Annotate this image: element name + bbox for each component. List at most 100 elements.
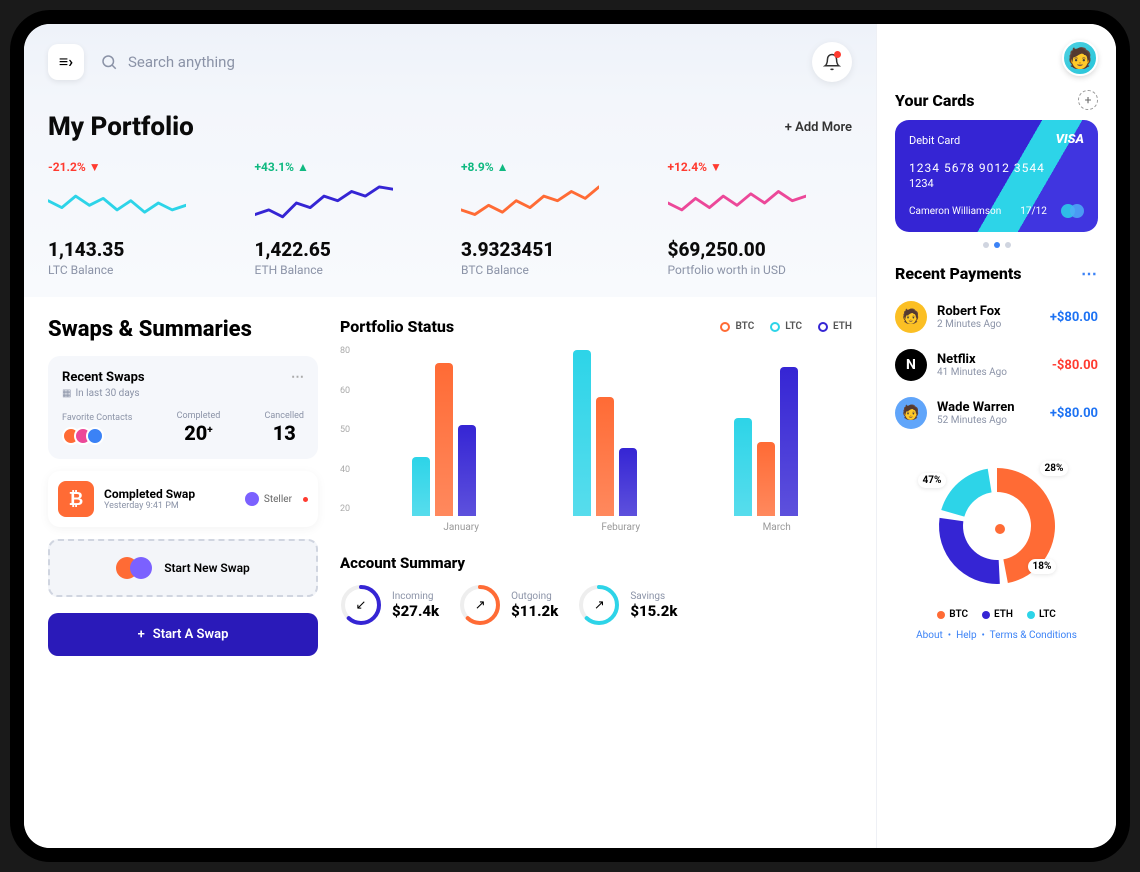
coin-name: Steller (264, 494, 292, 505)
summary-value: $15.2k (630, 602, 677, 620)
pct-change: +8.9% ▲ (461, 160, 646, 174)
portfolio-card-3[interactable]: +12.4% ▼ $69,250.00 Portfolio worth in U… (668, 160, 853, 277)
bar (757, 442, 775, 516)
start-swap-label: Start A Swap (153, 627, 229, 642)
bar (734, 418, 752, 516)
balance-value: 1,422.65 (255, 238, 440, 261)
completed-swap-time: Yesterday 9:41 PM (104, 501, 235, 511)
summary-ring: ↙ (340, 584, 382, 626)
donut-legend-btc: BTC (937, 609, 968, 620)
calendar-icon: ▦ (62, 388, 71, 399)
bar (412, 457, 430, 517)
payment-time: 52 Minutes Ago (937, 415, 1040, 426)
bitcoin-icon: ₿ (58, 481, 94, 517)
balance-label: ETH Balance (255, 263, 440, 277)
account-summary-title: Account Summary (340, 554, 852, 572)
menu-button[interactable]: ≡› (48, 44, 84, 80)
payment-row-1[interactable]: N Netflix 41 Minutes Ago -$80.00 (895, 341, 1098, 389)
portfolio-title: My Portfolio (48, 112, 194, 142)
search-input[interactable]: Search anything (100, 53, 796, 71)
summary-value: $27.4k (392, 602, 439, 620)
start-new-swap-card[interactable]: Start New Swap (48, 539, 318, 597)
payment-row-2[interactable]: 🧑 Wade Warren 52 Minutes Ago +$80.00 (895, 389, 1098, 437)
y-tick: 50 (340, 425, 350, 435)
notifications-button[interactable] (812, 42, 852, 82)
payment-avatar: N (895, 349, 927, 381)
cancelled-label: Cancelled (265, 411, 304, 421)
start-new-swap-label: Start New Swap (164, 561, 250, 575)
balance-label: BTC Balance (461, 263, 646, 277)
bar (780, 367, 798, 516)
recent-swaps-card: Recent Swaps ⋯ ▦ In last 30 days Favorite… (48, 356, 318, 459)
profile-avatar[interactable]: 🧑 (1062, 40, 1098, 76)
completed-value: 20 (184, 421, 207, 445)
search-placeholder: Search anything (128, 53, 235, 71)
cancelled-value: 13 (265, 421, 304, 445)
summary-item-0: ↙ Incoming $27.4k (340, 584, 439, 626)
y-tick: 80 (340, 346, 350, 356)
payment-avatar: 🧑 (895, 301, 927, 333)
bar (435, 363, 453, 516)
payment-row-0[interactable]: 🧑 Robert Fox 2 Minutes Ago +$80.00 (895, 293, 1098, 341)
pct-change: +43.1% ▲ (255, 160, 440, 174)
bar (596, 397, 614, 516)
donut-legend-eth: ETH (982, 609, 1013, 620)
swaps-title: Swaps & Summaries (48, 317, 318, 342)
terms-link[interactable]: Terms & Conditions (990, 630, 1077, 641)
add-card-button[interactable]: + (1078, 90, 1098, 110)
bar-group-0 (412, 363, 476, 516)
payment-time: 2 Minutes Ago (937, 319, 1040, 330)
card-number-2: 1234 (909, 177, 1084, 190)
start-swap-button[interactable]: + Start A Swap (48, 613, 318, 656)
about-link[interactable]: About (916, 630, 943, 641)
pct-change: -21.2% ▼ (48, 160, 233, 174)
sparkline (668, 180, 806, 226)
legend-btc: BTC (720, 321, 754, 332)
favorite-contacts-label: Favorite Contacts (62, 413, 132, 423)
bar (573, 350, 591, 516)
portfolio-card-1[interactable]: +43.1% ▲ 1,422.65 ETH Balance (255, 160, 440, 277)
payment-amount: +$80.00 (1050, 406, 1098, 421)
your-cards-title: Your Cards (895, 91, 974, 110)
debit-card[interactable]: Debit Card VISA 1234 5678 9012 3544 1234… (895, 120, 1098, 232)
payment-amount: -$80.00 (1052, 358, 1098, 373)
payment-name: Netflix (937, 352, 1042, 367)
donut-value-label: 28% (1040, 461, 1069, 476)
bar (458, 425, 476, 516)
completed-label: Completed (177, 411, 221, 421)
summary-item-2: ↗ Savings $15.2k (578, 584, 677, 626)
portfolio-card-0[interactable]: -21.2% ▼ 1,143.35 LTC Balance (48, 160, 233, 277)
balance-value: $69,250.00 (668, 238, 853, 261)
completed-swap-card[interactable]: ₿ Completed Swap Yesterday 9:41 PM Stell… (48, 471, 318, 527)
search-icon (100, 53, 118, 71)
allocation-donut-chart: 47%28%18% (922, 451, 1072, 601)
payment-amount: +$80.00 (1050, 310, 1098, 325)
payments-more-button[interactable]: ⋯ (1081, 264, 1098, 283)
x-label: Feburary (601, 522, 640, 533)
recent-swaps-subtitle: In last 30 days (75, 388, 139, 399)
legend-eth: ETH (818, 321, 852, 332)
card-pagination[interactable] (895, 242, 1098, 248)
more-icon[interactable]: ⋯ (291, 370, 304, 385)
bar-group-2 (734, 367, 798, 516)
balance-label: LTC Balance (48, 263, 233, 277)
status-dot (303, 497, 308, 502)
payment-name: Robert Fox (937, 304, 1040, 319)
add-more-button[interactable]: + Add More (785, 120, 852, 135)
balance-value: 1,143.35 (48, 238, 233, 261)
help-link[interactable]: Help (956, 630, 976, 641)
portfolio-card-2[interactable]: +8.9% ▲ 3.9323451 BTC Balance (461, 160, 646, 277)
recent-swaps-title: Recent Swaps (62, 370, 145, 385)
contact-avatar[interactable] (86, 427, 104, 445)
payment-name: Wade Warren (937, 400, 1040, 415)
pct-change: +12.4% ▼ (668, 160, 853, 174)
bar-group-1 (573, 350, 637, 516)
portfolio-status-chart: 8060504020 JanuaryFeburaryMarch (340, 346, 852, 536)
summary-label: Outgoing (511, 591, 558, 602)
donut-legend-ltc: LTC (1027, 609, 1056, 620)
summary-ring: ↗ (459, 584, 501, 626)
card-holder: Cameron Williamson (909, 206, 1001, 217)
summary-ring: ↗ (578, 584, 620, 626)
bar (619, 448, 637, 516)
portfolio-status-title: Portfolio Status (340, 317, 454, 336)
